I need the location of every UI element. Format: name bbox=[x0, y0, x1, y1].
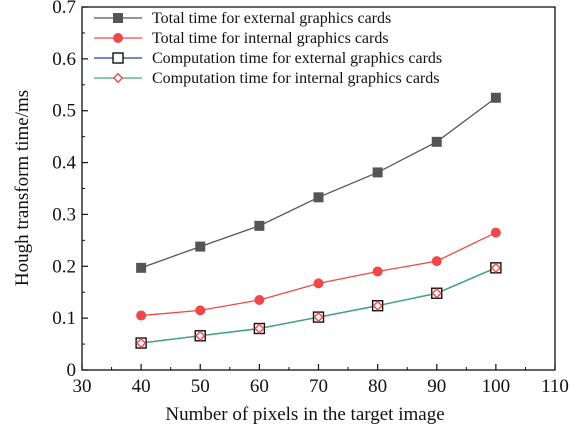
data-point-total-internal bbox=[372, 266, 383, 277]
data-point-total-external bbox=[490, 92, 501, 103]
data-point-total-external bbox=[136, 262, 147, 273]
legend-marker-total-internal bbox=[113, 33, 123, 43]
y-tick-label: 0.7 bbox=[52, 0, 76, 18]
data-point-compute-internal bbox=[313, 311, 324, 323]
series-line-total-internal bbox=[141, 231, 497, 317]
x-tick-label: 40 bbox=[132, 376, 151, 397]
data-point-total-internal bbox=[490, 227, 501, 238]
y-tick-label: 0.2 bbox=[52, 256, 76, 277]
legend-marker-total-external bbox=[113, 13, 123, 23]
series-line-total-external bbox=[140, 97, 497, 269]
data-point-total-internal bbox=[254, 294, 265, 305]
data-point-compute-internal bbox=[135, 337, 147, 349]
data-point-compute-internal bbox=[195, 330, 206, 341]
data-point-total-external bbox=[431, 136, 442, 147]
data-point-compute-internal bbox=[431, 288, 442, 299]
series-markers-compute-internal bbox=[135, 262, 502, 349]
y-tick-label: 0.1 bbox=[52, 308, 76, 329]
x-tick-label: 60 bbox=[250, 376, 269, 397]
x-tick-label: 110 bbox=[541, 376, 569, 397]
data-point-total-internal bbox=[195, 305, 206, 316]
x-tick-label: 100 bbox=[482, 376, 511, 397]
x-tick-label: 30 bbox=[73, 376, 92, 397]
y-tick-label: 0.5 bbox=[52, 101, 76, 122]
data-point-compute-internal bbox=[254, 323, 265, 334]
x-tick-label: 50 bbox=[191, 376, 210, 397]
legend-label-compute-external: Computation time for external graphics c… bbox=[152, 50, 442, 67]
data-point-total-external bbox=[372, 167, 383, 178]
x-tick-label: 80 bbox=[368, 376, 387, 397]
data-point-total-external bbox=[313, 192, 324, 203]
legend-marker-compute-external bbox=[112, 52, 124, 64]
x-axis-label: Number of pixels in the target image bbox=[165, 404, 444, 425]
y-tick-label: 0.6 bbox=[52, 49, 76, 70]
series-markers-total-internal bbox=[136, 227, 501, 321]
data-point-compute-internal bbox=[490, 262, 502, 274]
data-point-total-external bbox=[195, 241, 206, 252]
y-tick-label: 0.3 bbox=[52, 204, 76, 225]
y-tick-label: 0.4 bbox=[52, 153, 76, 174]
legend-label-total-external: Total time for external graphics cards bbox=[152, 10, 391, 27]
series-markers-compute-external bbox=[135, 262, 502, 349]
data-point-total-internal bbox=[431, 256, 442, 267]
legend-label-total-internal: Total time for internal graphics cards bbox=[152, 30, 389, 47]
y-tick-label: 0 bbox=[67, 360, 77, 381]
series-markers-total-external bbox=[136, 92, 501, 273]
series-total-internal bbox=[141, 231, 497, 317]
data-point-total-external bbox=[254, 220, 265, 231]
data-point-total-internal bbox=[136, 310, 147, 321]
series-total-external bbox=[140, 97, 497, 269]
data-point-total-internal bbox=[313, 278, 324, 289]
legend-label-compute-internal: Computation time for internal graphics c… bbox=[152, 70, 439, 87]
data-point-compute-internal bbox=[372, 300, 383, 311]
x-tick-label: 90 bbox=[427, 376, 446, 397]
y-axis-label: Hough transform time/ms bbox=[12, 90, 33, 286]
x-tick-label: 70 bbox=[309, 376, 328, 397]
legend-marker-compute-internal bbox=[112, 72, 124, 84]
